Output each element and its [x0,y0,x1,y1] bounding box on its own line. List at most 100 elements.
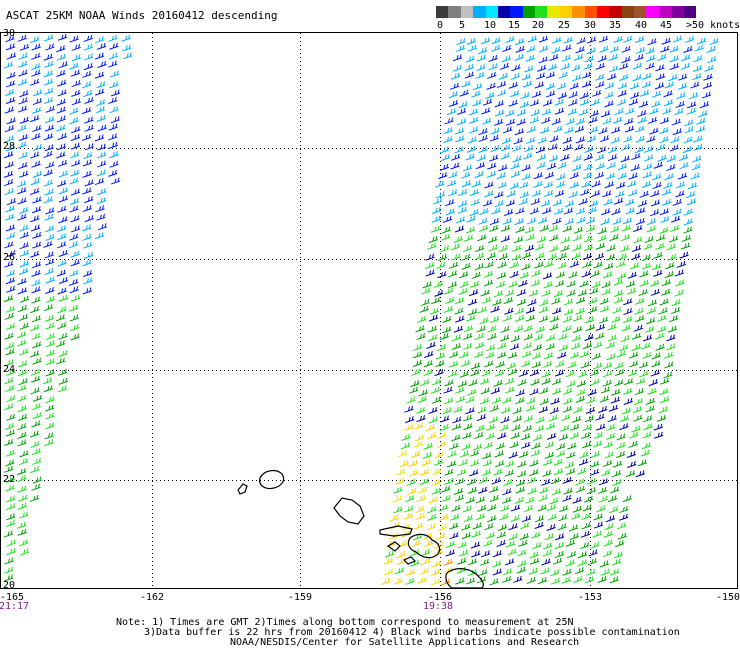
wind-barb [518,369,529,377]
wind-barb [529,99,540,107]
wind-barb [6,285,16,293]
wind-barb [526,217,537,225]
legend-swatch [473,6,486,18]
wind-barb [531,269,541,277]
wind-barb [459,351,469,359]
wind-barb [514,307,524,315]
wind-barb [502,45,512,53]
wind-barb [6,72,16,80]
wind-barb [598,316,609,324]
wind-barb [423,369,433,377]
wind-barb [451,434,461,442]
wind-barb [16,468,27,476]
wind-barb [579,98,590,106]
wind-barb [605,253,616,261]
wind-barb [568,99,578,107]
wind-barb [683,226,693,234]
wind-barb [505,460,515,468]
wind-barb [499,424,509,432]
wind-barb [17,78,28,86]
wind-barb [631,252,641,260]
wind-barb [443,127,453,135]
wind-barb [550,397,560,405]
wind-barb [613,278,623,286]
wind-barb [84,97,94,105]
wind-barb [621,45,631,53]
wind-barb [524,65,534,73]
wind-barb [414,434,425,442]
wind-barb [656,314,667,322]
wind-barb [5,384,15,392]
wind-barb [43,179,53,187]
wind-barb [450,72,461,80]
wind-barb [646,54,656,62]
wind-barb [566,280,576,288]
wind-barb [595,73,605,81]
wind-barb [17,502,27,510]
wind-barb [607,415,617,423]
wind-barb [575,485,586,493]
wind-barb [604,82,615,90]
wind-barb [615,540,625,548]
wind-barb [530,449,541,457]
wind-barb [55,314,66,322]
wind-barb [553,458,563,466]
wind-barb [553,290,564,298]
wind-barb [644,154,654,162]
wind-barb [661,37,671,45]
wind-barb [519,100,530,108]
wind-barb [529,557,540,565]
wind-barb [469,209,479,217]
wind-barb [462,342,473,350]
wind-barb [484,261,494,269]
wind-barb [540,567,550,575]
wind-barb [6,52,17,60]
wind-barb [581,270,591,278]
wind-barb [17,405,27,413]
wind-barb [467,388,477,396]
wind-barb [554,107,565,115]
wind-barb [428,406,438,414]
wind-barb [45,161,55,169]
wind-barb [669,144,679,152]
wind-barb [657,325,667,333]
wind-barb [547,63,558,71]
wind-barb [502,496,512,504]
wind-barb [577,289,588,297]
legend-swatch [621,6,634,18]
wind-barb [108,169,118,177]
wind-barb [669,63,679,71]
wind-barb [571,64,581,72]
wind-barb [501,55,511,63]
wind-barb [487,515,497,523]
wind-barb [628,172,638,180]
wind-barb [445,540,456,548]
wind-barb [557,162,567,170]
wind-barb [58,195,69,203]
wind-barb [530,109,540,117]
wind-barb [527,35,538,43]
wind-barb [663,90,673,98]
wind-barb [435,180,445,188]
wind-barb [521,433,531,441]
note-line-1: Note: 1) Times are GMT 2)Times along bot… [116,617,574,628]
wind-barb [31,315,42,323]
wind-barb [451,504,461,512]
wind-barb [492,298,502,306]
wind-barb [482,452,492,460]
wind-barb [484,190,494,198]
wind-barb [665,262,675,270]
wind-barb [497,272,507,280]
wind-barb [71,89,81,97]
wind-barb [614,362,624,370]
wind-barb [83,43,93,51]
wind-barb [43,133,54,141]
wind-barb [633,236,643,244]
wind-barb [675,181,686,189]
wind-barb [30,187,40,195]
wind-barb [602,117,612,125]
wind-barb [627,369,638,377]
wind-barb [469,289,479,297]
plot-frame [0,32,738,589]
wind-barb [555,360,565,368]
